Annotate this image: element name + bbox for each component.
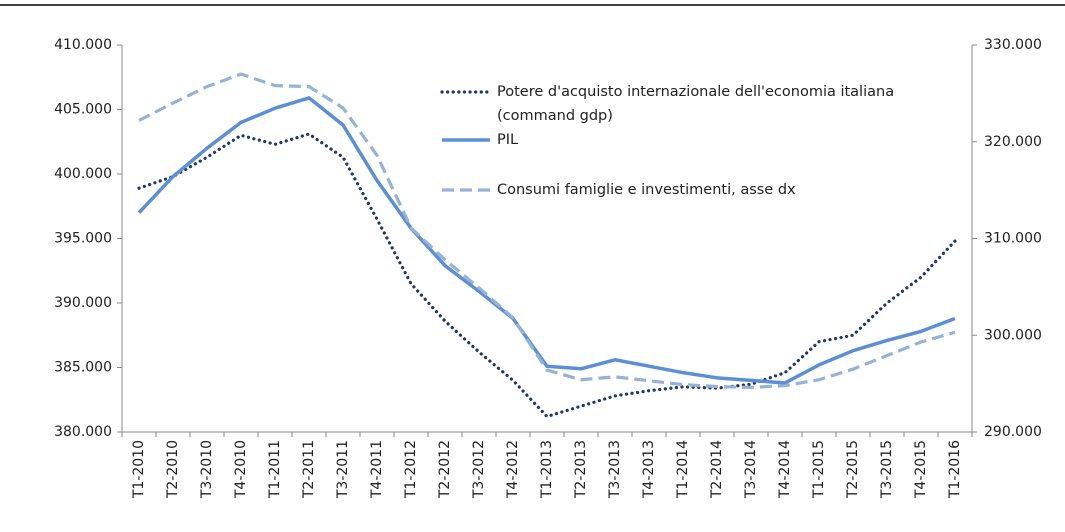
x-tick-label: T2-2015 xyxy=(845,440,861,499)
series-line xyxy=(138,72,956,390)
x-tick-label: T1-2016 xyxy=(947,440,963,499)
x-tick-label: T3-2013 xyxy=(607,440,623,499)
x-tick-label: T2-2010 xyxy=(165,440,181,499)
x-tick-label: T2-2014 xyxy=(709,440,725,499)
x-tick-label: T4-2014 xyxy=(777,440,793,499)
y2-tick-label: 300.000 xyxy=(984,327,1042,343)
x-tick-label: T4-2010 xyxy=(233,440,249,499)
x-tick-label: T3-2012 xyxy=(471,440,487,499)
legend-entry: PIL xyxy=(497,132,519,148)
y-tick-label: 395.000 xyxy=(54,231,112,247)
x-tick-label: T1-2010 xyxy=(131,440,147,499)
x-tick-label: T2-2013 xyxy=(573,440,589,499)
x-tick-label: T1-2014 xyxy=(675,440,691,499)
y-tick-label: 400.000 xyxy=(54,166,112,182)
legend-entry: Potere d'acquisto internazionale dell'ec… xyxy=(497,84,895,124)
y-tick-label: 405.000 xyxy=(54,102,112,118)
legend-entry: Consumi famiglie e investimenti, asse dx xyxy=(497,182,796,198)
y2-tick-label: 290.000 xyxy=(984,424,1042,440)
x-tick-label: T3-2011 xyxy=(335,440,351,499)
y2-tick-label: 330.000 xyxy=(984,37,1042,53)
x-tick-label: T3-2015 xyxy=(879,440,895,499)
x-tick-label: T1-2013 xyxy=(539,440,555,499)
y-tick-label: 390.000 xyxy=(54,295,112,311)
series-line xyxy=(137,132,957,419)
legend-label: PIL xyxy=(497,132,519,148)
x-tick-label: T3-2010 xyxy=(199,440,215,499)
legend-label: Consumi famiglie e investimenti, asse dx xyxy=(497,182,796,198)
x-tick-label: T1-2012 xyxy=(403,440,419,499)
x-tick-label: T1-2015 xyxy=(811,440,827,499)
y2-tick-label: 320.000 xyxy=(984,134,1042,150)
series-line xyxy=(137,96,956,385)
x-tick-label: T4-2011 xyxy=(369,440,385,499)
legend-label: Potere d'acquisto internazionale dell'ec… xyxy=(497,84,895,124)
x-tick-label: T2-2011 xyxy=(301,440,317,499)
x-tick-label: T4-2012 xyxy=(505,440,521,499)
x-tick-label: T3-2014 xyxy=(743,440,759,499)
y-tick-label: 410.000 xyxy=(54,37,112,53)
x-tick-label: T2-2012 xyxy=(437,440,453,499)
x-tick-label: T4-2013 xyxy=(641,440,657,499)
y2-tick-label: 310.000 xyxy=(984,231,1042,247)
x-tick-label: T4-2015 xyxy=(913,440,929,499)
y-tick-label: 380.000 xyxy=(54,424,112,440)
x-tick-label: T1-2011 xyxy=(267,440,283,499)
y-tick-label: 385.000 xyxy=(54,360,112,376)
